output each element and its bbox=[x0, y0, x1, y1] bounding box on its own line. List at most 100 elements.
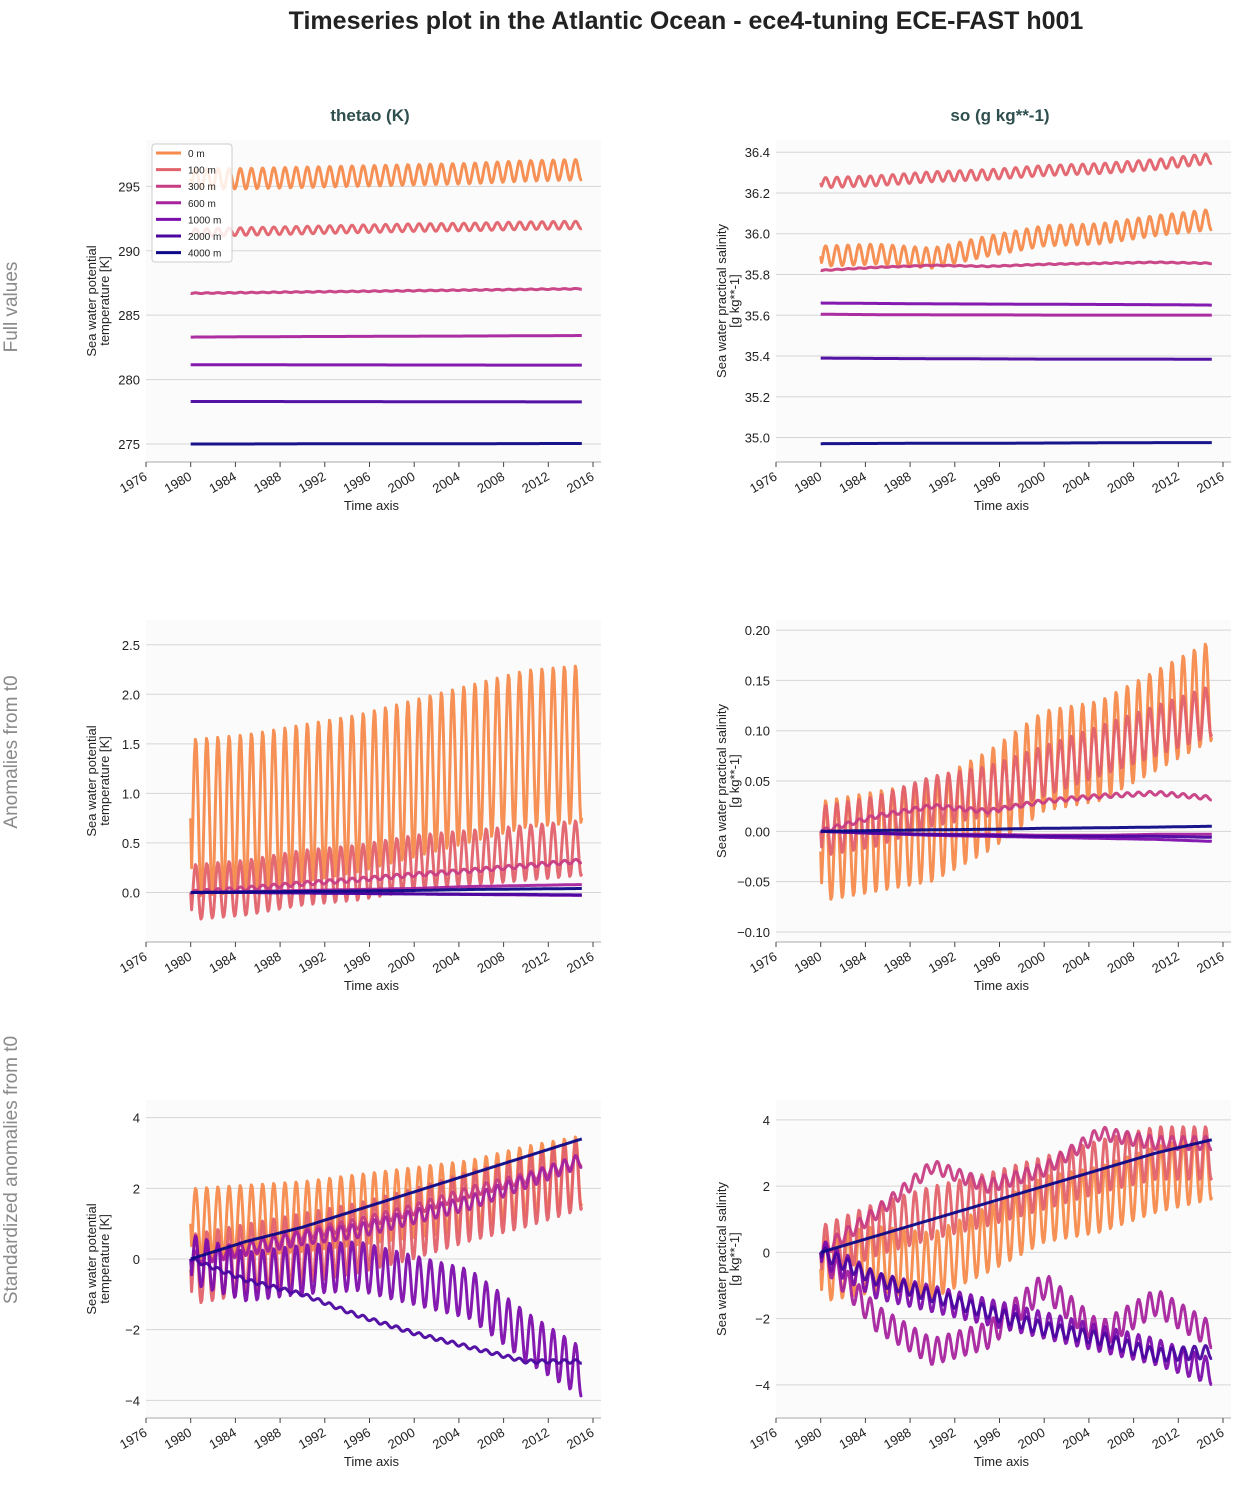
x-tick-label: 1980 bbox=[792, 1425, 825, 1452]
x-tick-label: 2004 bbox=[430, 1425, 463, 1452]
x-tick-label: 1996 bbox=[970, 469, 1003, 496]
y-tick-label: 2.5 bbox=[122, 638, 140, 653]
y-tick-label: 2.0 bbox=[122, 687, 140, 702]
x-tick-label: 2016 bbox=[1194, 1425, 1227, 1452]
x-tick-label: 2008 bbox=[1105, 949, 1138, 976]
x-tick-label: 1984 bbox=[206, 1425, 239, 1452]
y-tick-label: −0.05 bbox=[737, 875, 770, 890]
row-label-full-values: Full values bbox=[1, 262, 22, 353]
column-title-so: so (g kg**-1) bbox=[950, 106, 1049, 125]
y-tick-label: 2 bbox=[133, 1181, 140, 1196]
y-tick-label: 280 bbox=[118, 373, 140, 388]
y-axis-label: temperature [K] bbox=[97, 736, 112, 826]
x-tick-label: 1976 bbox=[747, 1425, 780, 1452]
x-tick-label: 1992 bbox=[296, 949, 329, 976]
x-tick-label: 2004 bbox=[430, 949, 463, 976]
x-tick-label: 1980 bbox=[792, 949, 825, 976]
y-tick-label: 0 bbox=[763, 1245, 770, 1260]
x-tick-label: 1976 bbox=[117, 949, 150, 976]
figure-title: Timeseries plot in the Atlantic Ocean - … bbox=[289, 7, 1084, 35]
y-tick-label: 290 bbox=[118, 244, 140, 259]
y-tick-label: 275 bbox=[118, 437, 140, 452]
x-tick-label: 2000 bbox=[385, 1425, 418, 1452]
y-tick-label: 36.0 bbox=[745, 227, 770, 242]
y-tick-label: 0.20 bbox=[745, 623, 770, 638]
y-tick-label: 0.00 bbox=[745, 824, 770, 839]
x-tick-label: 1988 bbox=[251, 469, 284, 496]
y-axis-label: [g kg**-1] bbox=[727, 1232, 742, 1285]
legend-label: 100 m bbox=[188, 166, 216, 177]
y-tick-label: 0.15 bbox=[745, 673, 770, 688]
plot-background bbox=[776, 140, 1231, 462]
x-tick-label: 1984 bbox=[206, 469, 239, 496]
x-tick-label: 2004 bbox=[1060, 469, 1093, 496]
y-tick-label: 35.4 bbox=[745, 349, 770, 364]
x-tick-label: 1992 bbox=[926, 1425, 959, 1452]
x-tick-label: 1988 bbox=[881, 1425, 914, 1452]
series-line-600-m bbox=[821, 314, 1212, 315]
y-tick-label: 2 bbox=[763, 1179, 770, 1194]
x-tick-label: 2012 bbox=[519, 949, 552, 976]
x-tick-label: 1992 bbox=[926, 949, 959, 976]
legend-label: 4000 m bbox=[188, 249, 221, 260]
y-tick-label: 36.4 bbox=[745, 145, 770, 160]
x-tick-label: 1988 bbox=[881, 469, 914, 496]
x-tick-label: 2016 bbox=[564, 469, 597, 496]
x-tick-label: 1992 bbox=[296, 1425, 329, 1452]
y-tick-label: −4 bbox=[125, 1393, 140, 1408]
y-tick-label: 0.10 bbox=[745, 724, 770, 739]
x-tick-label: 2016 bbox=[564, 1425, 597, 1452]
y-tick-label: 1.5 bbox=[122, 737, 140, 752]
y-tick-label: 0 bbox=[133, 1252, 140, 1267]
y-tick-label: 35.6 bbox=[745, 308, 770, 323]
x-tick-label: 1976 bbox=[117, 1425, 150, 1452]
x-tick-label: 1980 bbox=[162, 949, 195, 976]
series-line-4000-m bbox=[821, 443, 1212, 444]
y-tick-label: 4 bbox=[133, 1111, 140, 1126]
y-tick-label: 0.0 bbox=[122, 885, 140, 900]
legend-label: 300 m bbox=[188, 182, 216, 193]
x-tick-label: 2000 bbox=[385, 469, 418, 496]
x-tick-label: 1992 bbox=[296, 469, 329, 496]
y-axis-label: [g kg**-1] bbox=[727, 754, 742, 807]
y-tick-label: 285 bbox=[118, 308, 140, 323]
x-tick-label: 1984 bbox=[836, 469, 869, 496]
y-tick-label: −4 bbox=[755, 1378, 770, 1393]
x-tick-label: 2016 bbox=[1194, 949, 1227, 976]
x-tick-label: 2008 bbox=[1105, 469, 1138, 496]
y-axis-label: [g kg**-1] bbox=[727, 274, 742, 327]
x-axis-label: Time axis bbox=[344, 978, 400, 993]
x-tick-label: 1996 bbox=[970, 1425, 1003, 1452]
x-tick-label: 1988 bbox=[251, 949, 284, 976]
x-tick-label: 2000 bbox=[385, 949, 418, 976]
series-line-1000-m bbox=[821, 303, 1212, 305]
x-tick-label: 2008 bbox=[1105, 1425, 1138, 1452]
y-tick-label: 35.8 bbox=[745, 268, 770, 283]
y-axis-label: temperature [K] bbox=[97, 256, 112, 346]
y-axis-label: temperature [K] bbox=[97, 1214, 112, 1304]
x-tick-label: 1996 bbox=[340, 469, 373, 496]
x-tick-label: 1980 bbox=[162, 469, 195, 496]
x-tick-label: 1976 bbox=[747, 469, 780, 496]
x-tick-label: 2008 bbox=[475, 469, 508, 496]
x-tick-label: 2004 bbox=[1060, 949, 1093, 976]
column-title-thetao: thetao (K) bbox=[330, 106, 409, 125]
x-axis-label: Time axis bbox=[344, 1454, 400, 1469]
y-tick-label: 0.05 bbox=[745, 774, 770, 789]
x-tick-label: 1976 bbox=[117, 469, 150, 496]
x-tick-label: 1984 bbox=[206, 949, 239, 976]
x-tick-label: 2012 bbox=[1149, 469, 1182, 496]
x-tick-label: 2016 bbox=[1194, 469, 1227, 496]
y-tick-label: −0.10 bbox=[737, 925, 770, 940]
x-tick-label: 1980 bbox=[792, 469, 825, 496]
legend-label: 1000 m bbox=[188, 215, 221, 226]
x-tick-label: 2004 bbox=[1060, 1425, 1093, 1452]
x-tick-label: 2016 bbox=[564, 949, 597, 976]
y-tick-label: 0.5 bbox=[122, 836, 140, 851]
y-tick-label: 1.0 bbox=[122, 786, 140, 801]
x-axis-label: Time axis bbox=[974, 978, 1030, 993]
x-tick-label: 2008 bbox=[475, 1425, 508, 1452]
